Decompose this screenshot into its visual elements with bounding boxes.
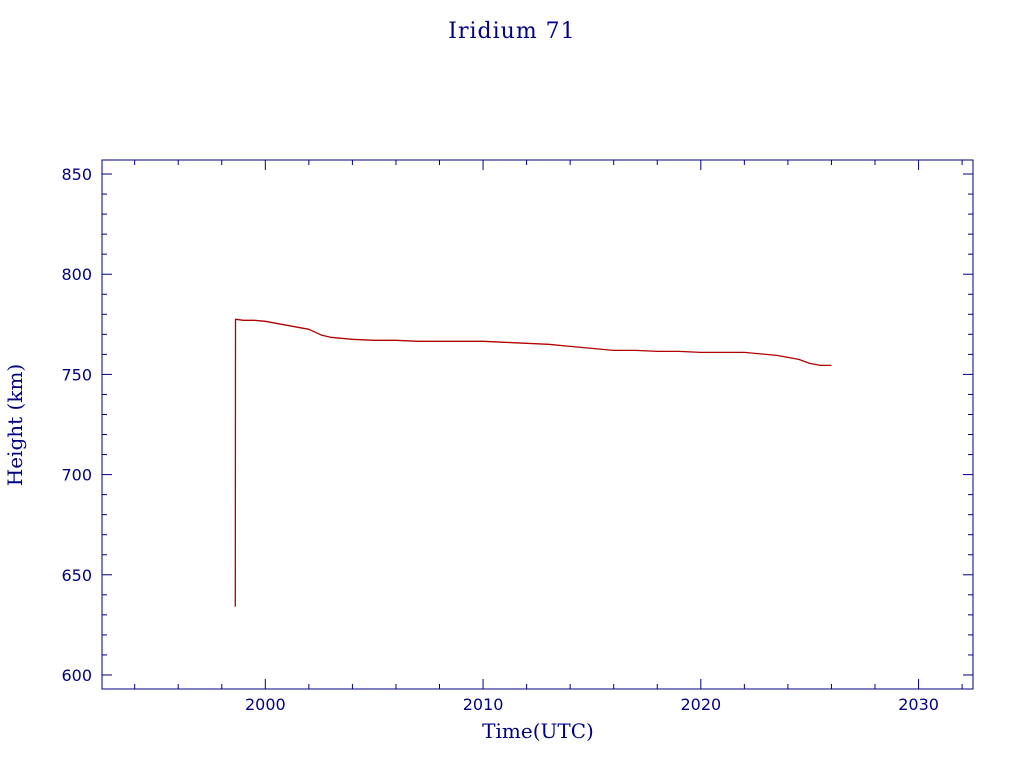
x-tick-label: 2020 [680,695,721,714]
minor-ticks [102,160,973,689]
y-axis-ticks: 600 650 700 750 800 850 [61,165,973,685]
plot-frame [101,159,974,690]
series-line-height [234,318,832,607]
x-axis-label: Time(UTC) [482,719,594,743]
y-tick-label: 700 [61,466,92,485]
y-tick-label: 600 [61,666,92,685]
y-tick-label: 800 [61,265,92,284]
y-tick-label: 750 [61,365,92,384]
chart-title: Iridium 71 [448,19,575,44]
series-layer [234,318,832,607]
x-axis-ticks: 2000 2010 2020 2030 [245,160,939,714]
y-axis-label: Height (km) [3,364,27,486]
x-tick-label: 2030 [898,695,939,714]
x-tick-label: 2000 [245,695,286,714]
y-tick-label: 650 [61,566,92,585]
y-tick-label: 850 [61,165,92,184]
x-tick-label: 2010 [463,695,504,714]
